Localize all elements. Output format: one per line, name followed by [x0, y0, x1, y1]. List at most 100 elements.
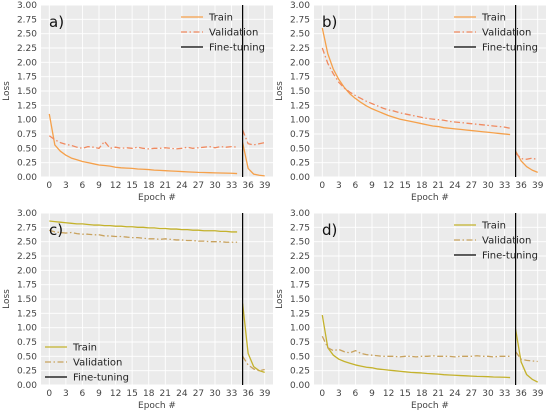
- legend-entry: Fine-tuning: [482, 43, 538, 54]
- y-tick-label: 1.50: [17, 87, 37, 97]
- x-tick-label: 0: [46, 181, 52, 191]
- panel-1: 0.00 0.25 0.50 0.75 1.00 1.25 1.50 1.75 2.00 2.25…: [2, 1, 273, 203]
- x-tick-label: 30: [209, 181, 221, 191]
- legend: Train Validation Fine-tuning: [181, 13, 265, 54]
- y-tick-label: 0.00: [17, 381, 37, 391]
- y-tick-label: 0.75: [17, 130, 37, 140]
- x-tick-label: 15: [126, 389, 137, 399]
- legend-entry: Validation: [209, 28, 258, 39]
- series-line-validation: [515, 351, 538, 363]
- y-tick-label: 1.25: [290, 309, 310, 319]
- x-tick-label: 12: [110, 389, 121, 399]
- y-tick-label: 0.75: [290, 338, 310, 348]
- x-tick-label: 12: [383, 389, 394, 399]
- y-tick-label: 3.00: [17, 1, 37, 11]
- legend-entry: Fine-tuning: [209, 43, 265, 54]
- y-tick-label: 2.25: [290, 252, 310, 262]
- x-tick-label: 27: [466, 181, 477, 191]
- legend-entry: Validation: [73, 358, 122, 369]
- y-tick-label: 1.50: [17, 295, 37, 305]
- legend: Train Validation Fine-tuning: [454, 221, 538, 262]
- x-tick-label: 18: [416, 389, 428, 399]
- y-tick-label: 1.25: [17, 309, 37, 319]
- y-tick-label: 2.25: [290, 44, 310, 54]
- x-tick-label: 9: [369, 181, 375, 191]
- panel-2: 0.00 0.25 0.50 0.75 1.00 1.25 1.50 1.75 2.00 2.25…: [275, 1, 546, 203]
- y-tick-label: 1.00: [17, 116, 37, 126]
- series-line-train: [321, 314, 511, 379]
- y-axis-title: Loss: [2, 289, 12, 309]
- y-tick-label: 1.00: [290, 324, 310, 334]
- y-tick-label: 0.00: [290, 173, 310, 183]
- x-tick-label: 9: [96, 389, 102, 399]
- series-line-validation: [48, 135, 238, 150]
- y-axis-title: Loss: [275, 81, 285, 101]
- x-tick-label: 9: [96, 181, 102, 191]
- y-tick-label: 1.00: [290, 116, 310, 126]
- y-tick-label: 2.25: [17, 252, 37, 262]
- y-tick-label: 0.50: [17, 144, 37, 154]
- panel-label: d): [322, 221, 337, 239]
- x-tick-label: 30: [482, 181, 494, 191]
- legend-entry: Train: [481, 13, 506, 24]
- legend-entry: Train: [481, 221, 506, 232]
- x-tick-label: 15: [399, 389, 410, 399]
- x-tick-label: 12: [383, 181, 394, 191]
- x-tick-label: 39: [259, 389, 271, 399]
- series-line-validation: [515, 152, 538, 161]
- y-tick-label: 2.25: [17, 44, 37, 54]
- y-tick-label: 1.75: [17, 281, 37, 291]
- y-tick-label: 2.75: [17, 223, 37, 233]
- y-tick-label: 2.00: [290, 266, 310, 276]
- y-tick-label: 1.25: [17, 101, 37, 111]
- y-axis-title: Loss: [2, 81, 12, 101]
- legend: Train Validation Fine-tuning: [45, 343, 129, 384]
- y-tick-label: 0.50: [290, 144, 310, 154]
- y-tick-label: 3.00: [290, 1, 310, 11]
- x-tick-label: 6: [353, 181, 359, 191]
- x-tick-label: 36: [515, 181, 527, 191]
- x-tick-label: 18: [143, 181, 155, 191]
- x-tick-label: 33: [226, 389, 237, 399]
- x-tick-label: 33: [226, 181, 237, 191]
- x-tick-label: 6: [353, 389, 359, 399]
- x-tick-label: 36: [242, 389, 254, 399]
- y-tick-label: 1.25: [290, 101, 310, 111]
- y-tick-label: 2.50: [290, 238, 310, 248]
- x-tick-label: 39: [532, 389, 544, 399]
- y-tick-label: 2.50: [290, 30, 310, 40]
- x-tick-label: 30: [209, 389, 221, 399]
- legend-entry: Validation: [482, 28, 531, 39]
- legend-entry: Fine-tuning: [73, 373, 129, 384]
- x-tick-label: 3: [336, 181, 342, 191]
- legend-entry: Validation: [482, 236, 531, 247]
- y-tick-label: 0.75: [17, 338, 37, 348]
- y-tick-label: 1.75: [290, 73, 310, 83]
- x-tick-label: 27: [193, 389, 204, 399]
- x-tick-label: 36: [515, 389, 527, 399]
- x-tick-label: 24: [176, 181, 188, 191]
- x-tick-label: 39: [259, 181, 271, 191]
- x-tick-label: 3: [336, 389, 342, 399]
- y-tick-label: 0.50: [290, 352, 310, 362]
- y-tick-label: 0.00: [290, 381, 310, 391]
- y-tick-label: 1.75: [17, 73, 37, 83]
- y-tick-label: 0.25: [290, 159, 310, 169]
- y-axis-title: Loss: [275, 289, 285, 309]
- panel-label: c): [49, 221, 63, 239]
- y-tick-label: 0.25: [290, 367, 310, 377]
- x-tick-label: 0: [319, 181, 325, 191]
- x-tick-label: 21: [433, 389, 444, 399]
- series-line-train: [241, 303, 265, 374]
- series-line-train: [515, 150, 538, 174]
- y-tick-label: 2.00: [290, 58, 310, 68]
- x-tick-label: 0: [319, 389, 325, 399]
- legend-entry: Fine-tuning: [482, 251, 538, 262]
- legend-entry: Train: [72, 343, 97, 354]
- x-tick-label: 36: [242, 181, 254, 191]
- x-tick-label: 6: [80, 181, 86, 191]
- y-tick-label: 2.00: [17, 58, 37, 68]
- x-tick-label: 6: [80, 389, 86, 399]
- x-tick-label: 15: [126, 181, 137, 191]
